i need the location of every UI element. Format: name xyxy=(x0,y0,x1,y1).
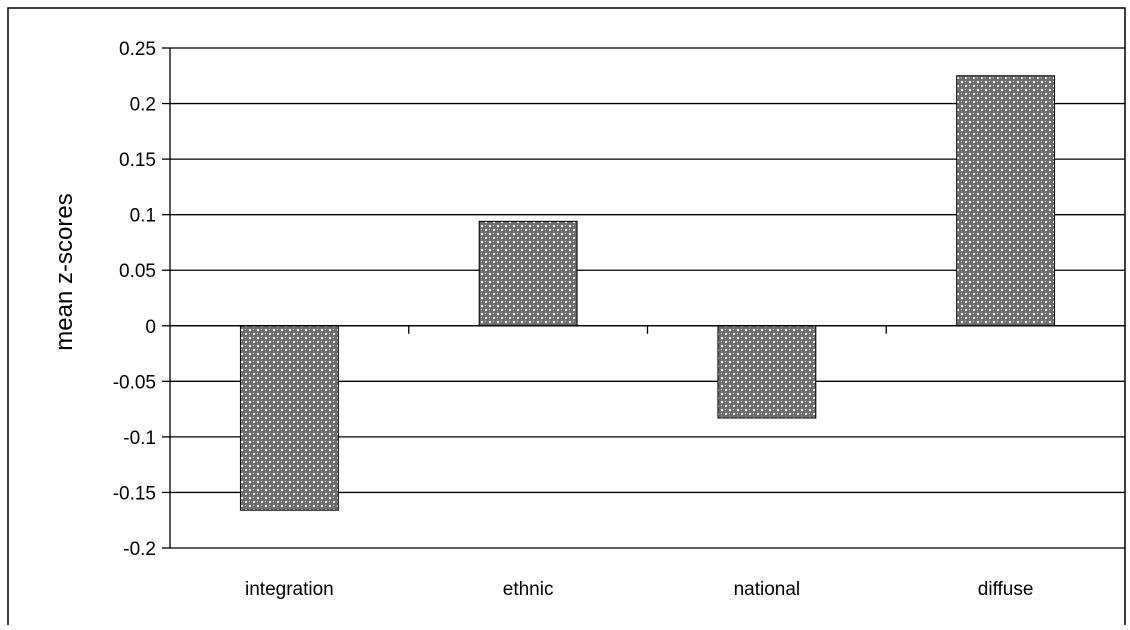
bar-integration xyxy=(239,325,339,511)
y-tick-label: 0.2 xyxy=(130,95,156,116)
y-tick-label: 0.1 xyxy=(130,206,156,227)
y-axis-title: mean z-scores xyxy=(51,193,78,350)
x-category-label: ethnic xyxy=(503,579,554,600)
y-tick-label: -0.2 xyxy=(123,539,156,560)
y-tick-label: -0.05 xyxy=(113,372,156,393)
y-tick-label: 0.15 xyxy=(119,150,156,171)
x-category-label: diffuse xyxy=(978,579,1034,600)
bars xyxy=(239,75,1056,511)
labels: 0.25 0.2 0.15 0.1 0.05 0 -0.05 -0.1 -0.15 -0.2 int… xyxy=(113,39,1034,600)
x-category-label: national xyxy=(734,579,801,600)
bar-ethnic xyxy=(478,220,578,327)
chart-border xyxy=(7,7,1126,625)
y-tick-label: -0.15 xyxy=(113,483,156,504)
bar-diffuse xyxy=(956,75,1056,327)
x-category-label: integration xyxy=(245,579,334,600)
y-tick-label: 0 xyxy=(145,317,156,338)
y-tick-label: 0.05 xyxy=(119,261,156,282)
y-tick-label: -0.1 xyxy=(123,428,156,449)
axes xyxy=(162,47,1125,549)
y-tick-label: 0.25 xyxy=(119,39,156,60)
bar-national xyxy=(717,325,817,419)
